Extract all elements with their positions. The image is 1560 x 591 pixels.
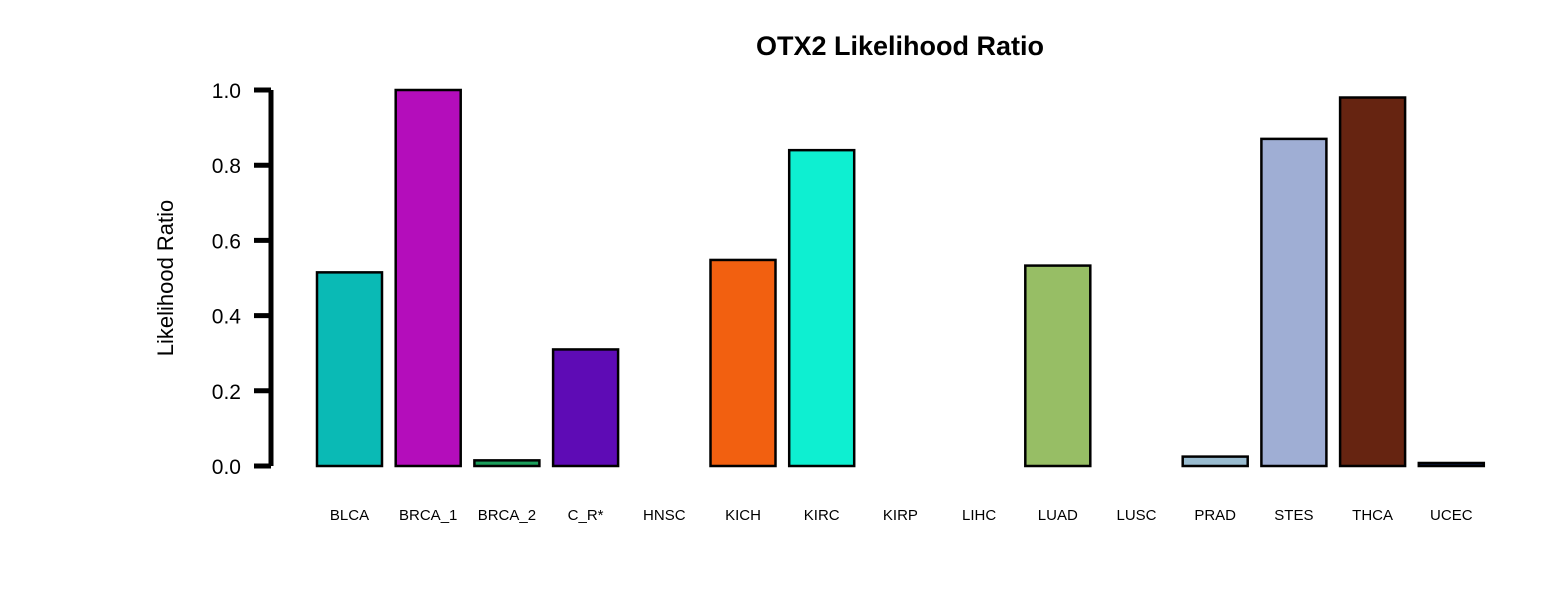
bar-c-r: [551, 348, 620, 468]
x-tick-label: THCA: [1352, 507, 1393, 524]
y-tick-label: 0.0: [212, 456, 241, 479]
x-tick-label: BLCA: [330, 507, 369, 524]
bar-brca-2: [473, 459, 541, 468]
x-tick-label: HNSC: [643, 507, 686, 524]
bar-prad: [1181, 455, 1249, 468]
y-tick-label: 0.6: [212, 230, 241, 253]
x-tick-labels: BLCA BRCA_1 BRCA_2 C_R* HNSC KICH KIRC KIRP LIHC…: [330, 507, 1473, 524]
bar-stes: [1260, 137, 1328, 468]
x-tick-label: STES: [1274, 507, 1313, 524]
x-tick-label: UCEC: [1430, 507, 1473, 524]
y-tick-label: 0.4: [212, 306, 242, 329]
bar-kich: [709, 258, 777, 468]
bar-brca-1: [394, 88, 462, 468]
y-tick-label: 0.8: [212, 155, 241, 178]
x-tick-label: BRCA_1: [399, 507, 457, 524]
y-axis-label: Likelihood Ratio: [153, 200, 178, 357]
x-tick-label: LUAD: [1038, 507, 1078, 524]
x-tick-label: KIRP: [883, 507, 918, 524]
x-tick-label: PRAD: [1194, 507, 1236, 524]
y-axis: 0.0 0.2 0.4 0.6 0.8 1.0: [212, 80, 274, 479]
x-tick-label: C_R*: [568, 507, 604, 524]
bar-ucec: [1417, 461, 1486, 468]
x-tick-label: BRCA_2: [478, 507, 536, 524]
x-tick-label: LIHC: [962, 507, 996, 524]
bar-luad: [1024, 264, 1092, 468]
bar-kirc: [787, 148, 856, 468]
y-tick-label: 0.2: [212, 381, 241, 404]
x-tick-label: KICH: [725, 507, 761, 524]
bars-group: [315, 88, 1486, 468]
bar-blca: [315, 271, 384, 468]
x-tick-label: LUSC: [1116, 507, 1156, 524]
y-tick-label: 1.0: [212, 80, 241, 103]
chart-title: OTX2 Likelihood Ratio: [756, 31, 1044, 61]
x-tick-label: KIRC: [804, 507, 840, 524]
bar-thca: [1338, 96, 1407, 468]
